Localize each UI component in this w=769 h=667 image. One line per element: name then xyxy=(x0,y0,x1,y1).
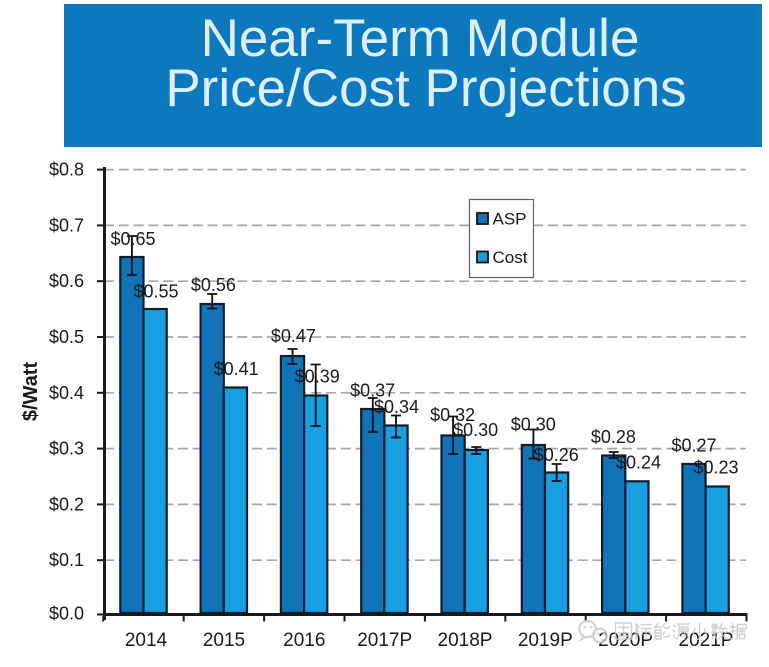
svg-text:$0.37: $0.37 xyxy=(350,381,395,401)
svg-text:2021P: 2021P xyxy=(679,630,734,651)
svg-text:$0.4: $0.4 xyxy=(49,383,84,403)
svg-text:$0.7: $0.7 xyxy=(49,215,84,235)
svg-text:2015: 2015 xyxy=(203,630,245,651)
svg-text:ASP: ASP xyxy=(493,210,527,229)
svg-text:$0.56: $0.56 xyxy=(191,275,236,295)
svg-text:$0.30: $0.30 xyxy=(453,420,498,440)
svg-text:$0.32: $0.32 xyxy=(430,405,475,425)
svg-text:$0.65: $0.65 xyxy=(110,229,155,249)
svg-text:$0.27: $0.27 xyxy=(671,436,716,456)
svg-text:2016: 2016 xyxy=(283,630,325,651)
svg-text:$0.23: $0.23 xyxy=(693,458,738,478)
svg-text:$0.47: $0.47 xyxy=(271,326,316,346)
svg-text:$/Watt: $/Watt xyxy=(20,362,42,422)
svg-text:$0.0: $0.0 xyxy=(49,604,84,624)
svg-text:$0.55: $0.55 xyxy=(133,282,178,302)
svg-text:$0.28: $0.28 xyxy=(591,427,636,447)
svg-text:$0.5: $0.5 xyxy=(49,327,84,347)
svg-text:$0.39: $0.39 xyxy=(295,367,340,387)
svg-text:2017P: 2017P xyxy=(357,630,412,651)
svg-text:$0.34: $0.34 xyxy=(374,397,419,417)
svg-text:2018P: 2018P xyxy=(438,630,493,651)
svg-text:2019P: 2019P xyxy=(518,630,573,651)
svg-text:Cost: Cost xyxy=(493,248,528,267)
svg-text:$0.1: $0.1 xyxy=(49,550,84,570)
svg-text:$0.24: $0.24 xyxy=(616,453,661,473)
svg-text:$0.6: $0.6 xyxy=(49,271,84,291)
svg-text:$0.41: $0.41 xyxy=(214,359,259,379)
svg-text:$0.3: $0.3 xyxy=(49,439,84,459)
svg-text:$0.30: $0.30 xyxy=(511,415,556,435)
svg-text:2014: 2014 xyxy=(125,630,168,651)
svg-text:$0.26: $0.26 xyxy=(534,445,579,465)
svg-text:$0.8: $0.8 xyxy=(49,160,84,180)
svg-text:2020P: 2020P xyxy=(598,630,653,651)
svg-text:$0.2: $0.2 xyxy=(49,494,84,514)
